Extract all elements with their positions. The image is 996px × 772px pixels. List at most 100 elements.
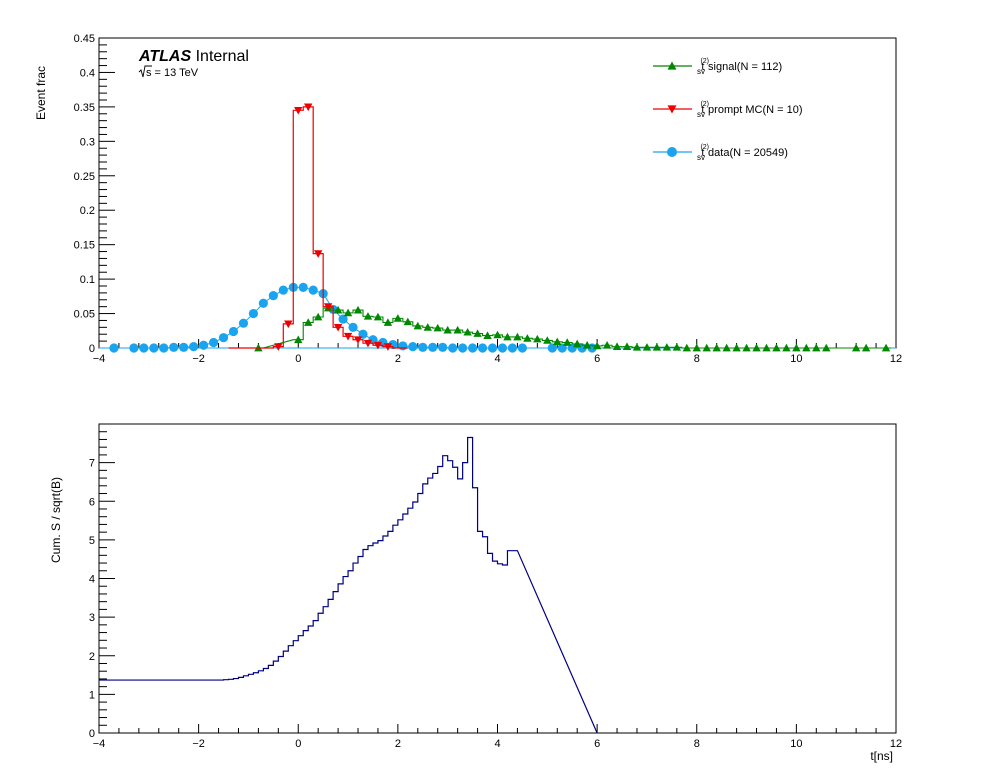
data-point <box>582 341 592 349</box>
bottom-x-tick-label: 6 <box>594 738 600 750</box>
data-point <box>742 343 751 352</box>
data-point <box>353 305 363 314</box>
top-x-tick-label: −4 <box>93 353 106 365</box>
data-point <box>453 325 462 334</box>
legend-text: signal(N = 112) <box>705 61 782 73</box>
top-y-axis-label: Event frac <box>34 66 48 120</box>
top-x-tick-label: 8 <box>694 353 700 365</box>
data-point <box>517 343 528 353</box>
data-point <box>398 341 408 351</box>
data-point <box>851 343 861 352</box>
atlas-label: ATLAS Internal <box>138 48 249 65</box>
bottom-x-axis: −4 −2 0 2 4 6 8 10 12 <box>93 724 902 750</box>
data-point <box>139 343 149 353</box>
atlas-experiment: ATLAS <box>138 48 191 65</box>
data-point <box>294 106 303 115</box>
data-point <box>268 291 278 301</box>
legend-marker <box>667 147 677 157</box>
legend-entry: t(2) sv signal(N = 112) <box>653 58 782 76</box>
data-point <box>304 103 313 112</box>
top-y-tick-label: 0.4 <box>80 67 95 79</box>
data-point <box>129 343 139 353</box>
bottom-x-tick-label: −4 <box>93 738 106 750</box>
legend-label: t(2) sv signal(N = 112) <box>697 58 782 76</box>
energy-value: = 13 TeV <box>152 67 199 79</box>
bottom-x-tick-label: 12 <box>890 738 902 750</box>
atlas-status: Internal <box>196 48 249 65</box>
data-point <box>602 341 612 349</box>
data-point <box>179 342 189 352</box>
data-point <box>682 343 691 352</box>
data-point <box>373 312 383 321</box>
data-point <box>692 343 701 352</box>
data-point <box>383 318 393 326</box>
data-point <box>802 343 811 352</box>
bottom-y-tick-label: 2 <box>89 651 95 663</box>
bottom-plot-frame <box>98 423 897 734</box>
legend-entry: t(2) sv prompt MC(N = 10) <box>653 101 803 119</box>
data-point <box>298 282 308 292</box>
cumulative-significance-line <box>99 436 598 734</box>
data-point <box>383 343 393 351</box>
data-point <box>463 327 472 336</box>
data-point <box>218 333 229 343</box>
top-y-tick-label: 0.45 <box>74 33 95 45</box>
bottom-y-tick-label: 5 <box>89 535 95 547</box>
data-point <box>338 314 348 324</box>
top-y-tick-label: 0.2 <box>80 205 95 217</box>
top-x-tick-label: 0 <box>295 353 301 365</box>
sqrt-symbol <box>138 65 152 78</box>
bottom-x-axis-label: t[ns] <box>870 749 893 763</box>
data-point <box>702 343 711 352</box>
legend-superscript: (2) <box>700 58 709 65</box>
data-point <box>622 342 632 350</box>
data-point <box>443 325 452 334</box>
legend-text: data(N = 20549) <box>705 147 788 159</box>
bottom-x-tick-label: −2 <box>192 738 205 750</box>
data-point <box>199 340 209 350</box>
data-point <box>348 322 358 332</box>
legend-label: t(2) sv data(N = 20549) <box>697 144 788 162</box>
bottom-y-tick-label: 0 <box>89 728 95 740</box>
data-point <box>477 343 488 353</box>
top-x-tick-label: 4 <box>494 353 500 365</box>
top-x-tick-label: −2 <box>192 353 205 365</box>
data-point <box>507 343 518 353</box>
top-x-tick-label: 12 <box>890 353 902 365</box>
data-point <box>428 342 438 352</box>
top-y-tick-label: 0.3 <box>80 136 95 148</box>
data-point <box>523 334 532 342</box>
data-point <box>323 303 333 311</box>
data-point <box>278 285 288 295</box>
data-point <box>343 332 353 341</box>
top-x-tick-label: 10 <box>790 353 802 365</box>
data-point <box>497 343 508 353</box>
data-point <box>672 343 682 351</box>
bottom-y-tick-label: 3 <box>89 612 95 624</box>
bottom-y-tick-label: 6 <box>89 496 95 508</box>
data-point <box>274 343 283 351</box>
bottom-y-axis-label: Cum. S / sqrt(B) <box>49 477 63 563</box>
legend-subscript: sv <box>697 110 705 119</box>
data-point <box>258 298 268 308</box>
bottom-x-tick-label: 10 <box>790 738 802 750</box>
data-point <box>642 343 652 351</box>
data-point <box>592 341 602 350</box>
data-point <box>712 343 721 352</box>
data-point <box>722 343 731 352</box>
bottom-y-tick-label: 1 <box>89 689 95 701</box>
data-point <box>333 305 343 314</box>
legend-subscript: sv <box>697 153 705 162</box>
data-point <box>503 332 512 341</box>
data-point <box>109 343 119 353</box>
data-point <box>573 339 582 348</box>
top-series-group <box>99 103 896 353</box>
top-y-tick-label: 0.15 <box>74 240 95 252</box>
data-point <box>438 342 448 352</box>
data-point <box>403 317 413 326</box>
data-point <box>612 342 622 350</box>
top-y-tick-label: 0.05 <box>74 309 95 321</box>
data-point <box>543 336 552 344</box>
data-point <box>228 326 239 337</box>
